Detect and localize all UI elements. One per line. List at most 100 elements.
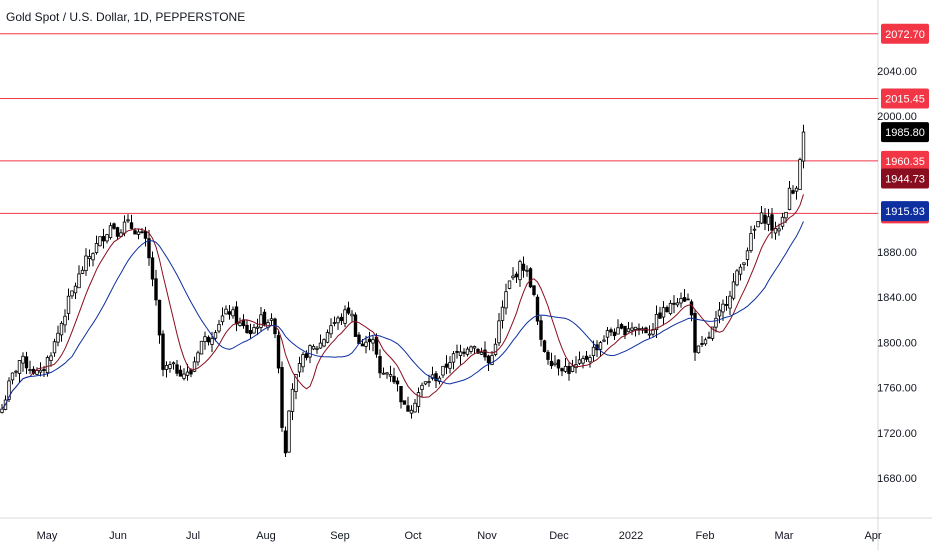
candle-body [738, 266, 743, 275]
candle-body [612, 331, 617, 337]
candle-body [245, 324, 249, 334]
candle-body [700, 343, 704, 345]
candle-body [49, 355, 53, 361]
candle-body [329, 325, 333, 335]
y-tick-label: 2040.00 [877, 66, 917, 78]
candle-body [525, 269, 529, 272]
candle-body [122, 221, 127, 234]
candle-body [486, 355, 491, 364]
candle-body [203, 336, 207, 342]
candle-body [714, 317, 718, 328]
candle-body [21, 355, 25, 364]
candle-body [546, 351, 550, 360]
candle-body [735, 270, 739, 286]
y-tick-label: 1840.00 [877, 292, 917, 304]
candle-body [301, 354, 305, 368]
candle-body [332, 322, 337, 324]
candle-body [423, 381, 428, 385]
candle-body [133, 230, 137, 235]
candle-body [665, 307, 669, 313]
candle-body [710, 326, 715, 339]
candle-body [385, 372, 389, 375]
candle-body [280, 367, 284, 428]
candle-body [325, 332, 330, 343]
candle-body [287, 410, 291, 453]
candle-body [742, 262, 746, 265]
candle-body [500, 306, 505, 321]
chart-title: Gold Spot / U.S. Dollar, 1D, PEPPERSTONE [6, 10, 246, 24]
y-tick-label: 2000.00 [877, 111, 917, 123]
candle-body [504, 291, 508, 309]
candle-body [367, 338, 372, 343]
candle-body [91, 253, 95, 261]
x-tick-label: Apr [864, 530, 881, 542]
candle-body [619, 324, 624, 329]
candle-body [556, 359, 561, 369]
candle-body [73, 285, 78, 294]
candle-body [154, 278, 158, 301]
candle-body [206, 336, 211, 343]
x-tick-label: Aug [256, 530, 276, 542]
level-price-tag [881, 23, 929, 44]
candle-body [770, 214, 774, 231]
candle-body [42, 369, 46, 371]
candle-body [679, 298, 683, 304]
candle-body [511, 275, 515, 279]
candle-body [584, 355, 589, 360]
candle-body [462, 351, 466, 354]
candle-body [45, 357, 50, 373]
candle-body [602, 339, 606, 342]
candle-body [56, 332, 60, 343]
candle-body [395, 380, 400, 385]
candle-body [157, 299, 162, 336]
candle-body [364, 341, 368, 347]
candle-body [150, 257, 155, 280]
candle-body [644, 327, 648, 334]
candle-body [192, 361, 197, 372]
candle-body [542, 340, 547, 352]
candle-body [143, 230, 148, 239]
candle-body [647, 333, 652, 336]
candle-body [535, 296, 540, 322]
y-tick-label: 1760.00 [877, 383, 917, 395]
price-tag-label: 1985.80 [885, 127, 925, 139]
candle-body [171, 362, 176, 365]
candle-body [140, 231, 144, 234]
candle-body [791, 190, 795, 194]
price-tag-label: 1915.93 [885, 206, 925, 218]
candle-body [213, 332, 218, 339]
candle-body [339, 316, 344, 322]
price-tag [881, 201, 929, 222]
candle-body [560, 368, 564, 372]
candle-body [294, 373, 298, 392]
candle-body [493, 343, 498, 355]
candle-body [290, 388, 295, 412]
candle-body [686, 298, 690, 301]
candle-body [763, 214, 767, 224]
candle-body [259, 314, 263, 328]
candle-body [262, 311, 267, 325]
candle-body [409, 409, 414, 414]
candle-body [185, 371, 190, 376]
candle-body [0, 408, 4, 413]
candle-body [227, 311, 232, 315]
candle-body [248, 330, 253, 335]
candle-body [381, 372, 386, 375]
x-tick-label: Sep [330, 530, 350, 542]
x-tick-label: May [37, 530, 58, 542]
candle-body [658, 312, 662, 319]
moving-average-line [1, 221, 804, 410]
x-tick-label: Jul [186, 530, 200, 542]
candle-body [255, 326, 260, 329]
y-tick-label: 1800.00 [877, 337, 917, 349]
candle-body [399, 386, 403, 403]
candle-body [479, 351, 484, 355]
candle-body [98, 236, 102, 247]
candle-body [801, 131, 806, 162]
candle-body [630, 327, 634, 331]
x-tick-label: Dec [549, 530, 569, 542]
level-price-label: 1960.35 [885, 156, 925, 168]
candle-body [196, 352, 200, 363]
